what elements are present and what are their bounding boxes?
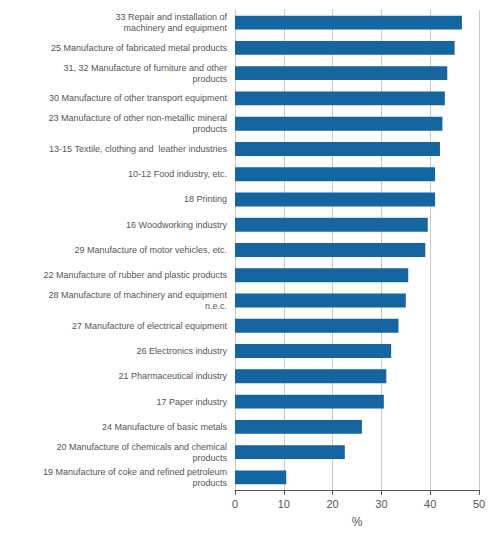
svg-text:21 Pharmaceutical industry: 21 Pharmaceutical industry xyxy=(118,371,227,381)
svg-text:0: 0 xyxy=(232,498,238,510)
svg-text:25 Manufacture of fabricated m: 25 Manufacture of fabricated metal produ… xyxy=(51,43,228,53)
svg-text:28 Manufacture of machinery an: 28 Manufacture of machinery and equipmen… xyxy=(48,290,227,300)
svg-text:10-12 Food industry, etc.: 10-12 Food industry, etc. xyxy=(128,169,227,179)
svg-text:products: products xyxy=(192,74,227,84)
svg-text:16 Woodworking industry: 16 Woodworking industry xyxy=(126,220,227,230)
svg-text:products: products xyxy=(192,453,227,463)
svg-text:17 Paper industry: 17 Paper industry xyxy=(156,397,227,407)
svg-text:%: % xyxy=(352,515,363,529)
svg-text:27 Manufacture of electrical e: 27 Manufacture of electrical equipment xyxy=(72,321,228,331)
svg-text:10: 10 xyxy=(278,498,290,510)
svg-text:20: 20 xyxy=(326,498,338,510)
svg-text:30: 30 xyxy=(375,498,387,510)
svg-text:40: 40 xyxy=(424,498,436,510)
svg-text:22 Manufacture of rubber and p: 22 Manufacture of rubber and plastic pro… xyxy=(43,270,227,280)
svg-text:50: 50 xyxy=(473,498,485,510)
svg-text:18 Printing: 18 Printing xyxy=(184,194,227,204)
svg-text:13-15 Textile, clothing and l: 13-15 Textile, clothing and leather indu… xyxy=(49,144,227,154)
svg-text:products: products xyxy=(192,124,227,134)
svg-text:19 Manufacture of coke and ref: 19 Manufacture of coke and refined petro… xyxy=(43,467,227,477)
svg-text:29 Manufacture of motor vehicl: 29 Manufacture of motor vehicles, etc. xyxy=(74,245,227,255)
svg-text:31, 32 Manufacture of furnitur: 31, 32 Manufacture of furniture and othe… xyxy=(63,63,227,73)
svg-text:24 Manufacture of basic metals: 24 Manufacture of basic metals xyxy=(102,422,228,432)
svg-text:30 Manufacture of other transp: 30 Manufacture of other transport equipm… xyxy=(49,93,228,103)
svg-text:machinery and equipment: machinery and equipment xyxy=(123,23,227,33)
svg-text:20 Manufacture of chemicals an: 20 Manufacture of chemicals and chemical xyxy=(56,442,227,452)
svg-text:products: products xyxy=(192,478,227,488)
svg-text:33 Repair and installation of: 33 Repair and installation of xyxy=(115,12,227,22)
svg-text:26 Electronics industry: 26 Electronics industry xyxy=(136,346,227,356)
svg-text:23 Manufacture of other non-me: 23 Manufacture of other non-metallic min… xyxy=(48,113,227,123)
svg-text:n.e.c.: n.e.c. xyxy=(205,301,227,311)
